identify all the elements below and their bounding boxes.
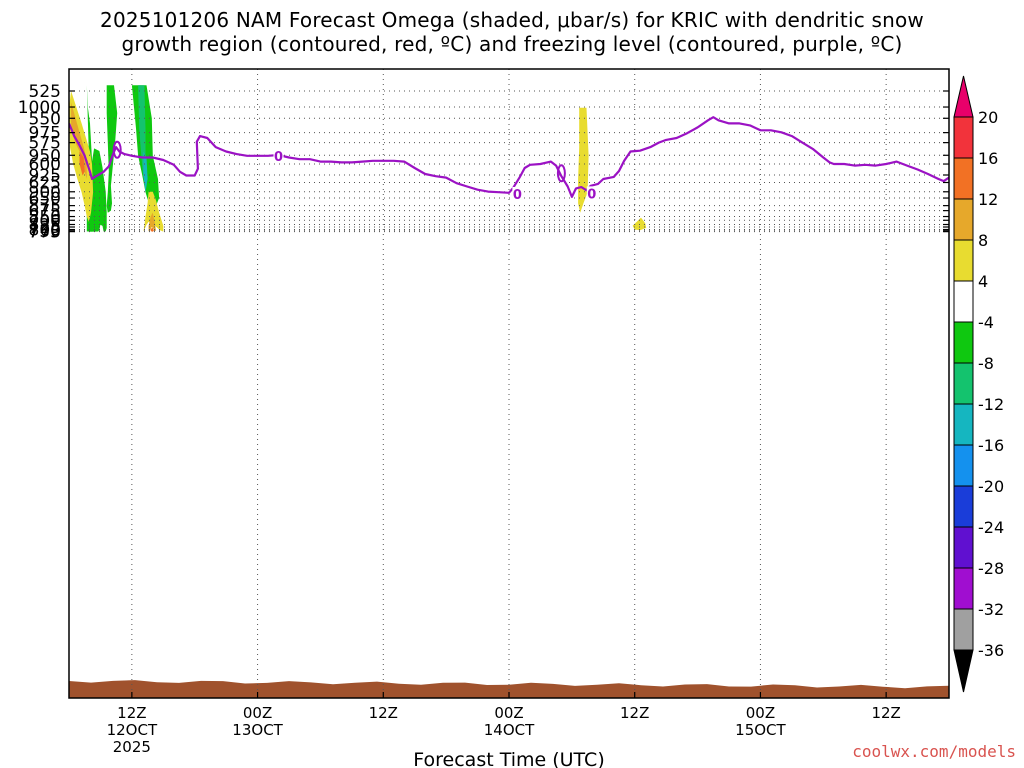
y-tick-label-925: 925	[29, 166, 61, 186]
y-tick-label-575: 575	[29, 134, 61, 154]
colorbar-swatch-4	[953, 239, 974, 282]
colorbar-label-12: -32	[978, 600, 1004, 619]
colorbar-swatch-6	[953, 321, 974, 364]
colorbar-swatch-10	[953, 485, 974, 528]
y-tick-label-675: 675	[29, 202, 61, 222]
colorbar-swatch-13	[953, 608, 974, 651]
y-tick-label-975: 975	[29, 124, 61, 144]
x-tick-label-6-3: 2025	[113, 738, 151, 756]
freezing-level-label-0: 0	[274, 150, 283, 165]
y-tick-label-550: 550	[29, 109, 61, 129]
omega-region-8	[79, 151, 85, 176]
colorbar-label-8: -16	[978, 436, 1004, 455]
colorbar-swatch-2	[953, 157, 974, 200]
colorbar-label-0: 20	[978, 108, 998, 127]
grid-lines	[69, 69, 949, 698]
y-tick-label-900: 900	[29, 183, 61, 203]
y-tick-label-875: 875	[29, 197, 61, 217]
colorbar-bottom-arrow	[953, 649, 974, 693]
freezing-level-contour: 0 0 0	[69, 116, 949, 203]
colorbar-swatch-7	[953, 362, 974, 405]
omega-region-1	[106, 85, 118, 213]
y-tick-label-775: 775	[29, 223, 61, 243]
omega-region-11	[150, 227, 154, 232]
x-tick-label-54-1: 12Z	[620, 704, 649, 722]
colorbar-swatch-3	[953, 198, 974, 241]
x-tick-label-30-1: 12Z	[369, 704, 398, 722]
omega-shading	[69, 85, 647, 232]
y-tick-label-625: 625	[29, 174, 61, 194]
colorbar-swatch-8	[953, 403, 974, 446]
y-tick-label-825: 825	[29, 216, 61, 236]
colorbar-swatch-9	[953, 444, 974, 487]
colorbar-label-7: -12	[978, 395, 1004, 414]
freezing-label-bg-2	[586, 186, 597, 200]
colorbar-legend: 20 16 12 8 4 -4 -8 -12 -16 -20 -24 -28 -32 -36	[953, 75, 1004, 693]
freezing-label-bg-0	[273, 148, 284, 162]
y-tick-label-1000: 1000	[18, 98, 61, 118]
x-tick-label-66-1: 00Z	[746, 704, 775, 722]
y-tick-label-525: 525	[29, 82, 61, 102]
colorbar-label-13: -36	[978, 641, 1004, 660]
colorbar-swatch-12	[953, 567, 974, 610]
x-tick-label-42-1: 00Z	[494, 704, 523, 722]
colorbar-top-arrow	[953, 75, 974, 118]
y-tick-label-700: 700	[29, 211, 61, 231]
freezing-level-label-1: 0	[513, 188, 522, 203]
y-tick-label-950: 950	[29, 146, 61, 166]
colorbar-label-4: 4	[978, 272, 988, 291]
x-tick-label-6-1: 12Z	[117, 704, 146, 722]
colorbar-label-3: 8	[978, 231, 988, 250]
y-tick-label-750: 750	[29, 222, 61, 242]
x-tick-label-78-1: 12Z	[871, 704, 900, 722]
freezing-level-loop-1	[556, 164, 566, 183]
colorbar-label-11: -28	[978, 559, 1004, 578]
y-tick-label-650: 650	[29, 189, 61, 209]
colorbar-swatch-1	[953, 116, 974, 159]
colorbar-label-2: 12	[978, 190, 998, 209]
x-tick-label-18-2: 13OCT	[232, 721, 283, 739]
x-tick-label-6-2: 12OCT	[107, 721, 158, 739]
freezing-level-line	[69, 116, 949, 198]
x-tick-label-18-1: 00Z	[243, 704, 272, 722]
x-tick-label-66-2: 15OCT	[735, 721, 786, 739]
colorbar-label-1: 16	[978, 149, 998, 168]
omega-region-13	[632, 217, 647, 231]
y-tick-label-800: 800	[29, 221, 61, 241]
freezing-level-loop-0	[112, 140, 122, 159]
x-axis-label: Forecast Time (UTC)	[413, 749, 604, 768]
y-tick-label-725: 725	[29, 218, 61, 238]
x-tick-label-42-2: 14OCT	[484, 721, 535, 739]
omega-region-9	[143, 191, 164, 232]
colorbar-swatch-11	[953, 526, 974, 569]
colorbar-swatch-5	[953, 280, 974, 323]
colorbar-label-5: -4	[978, 313, 994, 332]
colorbar-label-10: -24	[978, 518, 1004, 537]
y-tick-label-600: 600	[29, 155, 61, 175]
colorbar-label-9: -20	[978, 477, 1004, 496]
freezing-label-bg-1	[512, 186, 523, 200]
chart-title-line-1: 2025101206 NAM Forecast Omega (shaded, μ…	[100, 8, 924, 32]
colorbar-label-6: -8	[978, 354, 994, 373]
y-tick-label-850: 850	[29, 208, 61, 228]
y-axis: 525 550 5756006256506757007257507758008258…	[18, 82, 949, 243]
plot-background	[69, 69, 949, 698]
chart-title-line-2: growth region (contoured, red, ºC) and f…	[121, 32, 903, 56]
freezing-level-label-2: 0	[587, 187, 596, 202]
site-credit: coolwx.com/models	[852, 742, 1016, 761]
